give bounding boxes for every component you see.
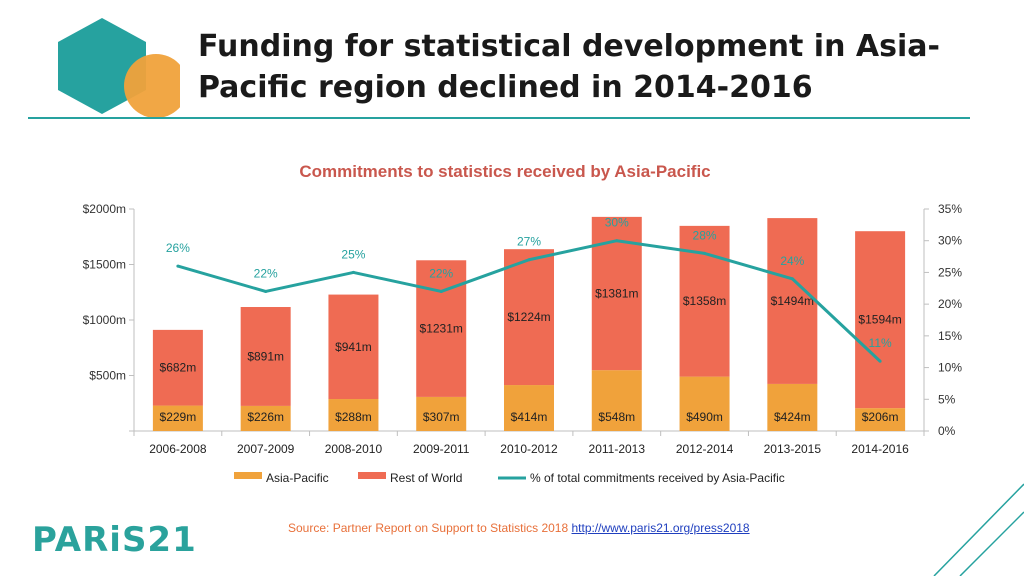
y2-tick-label: 15% [938, 329, 962, 343]
y-tick-label: $500m [89, 369, 126, 383]
data-label-rest-of-world: $1381m [595, 287, 638, 301]
data-label-asia-pacific: $226m [247, 410, 284, 424]
source-text: Source: Partner Report on Support to Sta… [288, 521, 569, 535]
data-label-rest-of-world: $1358m [683, 294, 726, 308]
source-link[interactable]: http://www.paris21.org/press2018 [571, 521, 750, 535]
legend-label-rest-of-world: Rest of World [390, 471, 462, 485]
title-divider [28, 117, 970, 119]
data-label-asia-pacific: $490m [686, 410, 723, 424]
y-tick-label: $2000m [83, 202, 126, 216]
line-point [703, 251, 707, 255]
data-label-asia-pacific: $307m [423, 410, 460, 424]
y2-tick-label: 25% [938, 265, 962, 279]
data-label-percent: 22% [429, 266, 453, 280]
data-label-rest-of-world: $682m [160, 361, 197, 375]
bar-asia-pacific [767, 383, 818, 431]
line-point [615, 239, 619, 243]
bar-rest-of-world [416, 260, 467, 397]
corner-line [959, 511, 1024, 576]
bar-asia-pacific [591, 370, 642, 431]
data-label-percent: 24% [780, 254, 804, 268]
data-label-percent: 22% [254, 266, 278, 280]
corner-line [933, 483, 1024, 576]
bar-rest-of-world [152, 329, 203, 406]
x-tick-label: 2012-2014 [676, 442, 734, 456]
data-label-asia-pacific: $288m [335, 410, 372, 424]
line-point [878, 359, 882, 363]
corner-decoration [933, 483, 1024, 576]
line-point [264, 289, 268, 293]
source-note: Source: Partner Report on Support to Sta… [288, 521, 750, 535]
hexagon-logo-icon [58, 18, 180, 118]
x-tick-label: 2013-2015 [764, 442, 822, 456]
orange-circle [124, 54, 180, 118]
bar-rest-of-world [767, 218, 818, 384]
line-point [176, 264, 180, 268]
x-tick-label: 2009-2011 [413, 442, 470, 456]
legend-swatch-rest-of-world [358, 472, 386, 479]
bar-rest-of-world [504, 249, 554, 386]
bar-rest-of-world [328, 294, 379, 400]
bar-asia-pacific [416, 396, 467, 431]
x-tick-label: 2008-2010 [325, 442, 383, 456]
commitments-chart: Commitments to statistics received by As… [83, 162, 963, 485]
bar-asia-pacific [240, 405, 291, 431]
bar-rest-of-world [240, 307, 291, 406]
y2-tick-label: 10% [938, 361, 962, 375]
bar-asia-pacific [328, 399, 379, 431]
teal-hexagon [58, 18, 146, 114]
data-label-percent: 25% [341, 247, 365, 261]
line-point [790, 277, 794, 281]
line-point [351, 270, 355, 274]
x-tick-label: 2014-2016 [851, 442, 909, 456]
bar-asia-pacific [504, 385, 554, 431]
x-tick-label: 2010-2012 [500, 442, 558, 456]
data-label-percent: 11% [869, 336, 892, 350]
y-tick-label: $1500m [83, 258, 126, 272]
data-label-rest-of-world: $1594m [858, 313, 901, 327]
data-label-rest-of-world: $1231m [420, 322, 463, 336]
data-label-percent: 27% [517, 235, 541, 249]
x-tick-label: 2006-2008 [149, 442, 207, 456]
y2-tick-label: 0% [938, 424, 956, 438]
line-point [527, 258, 531, 262]
bar-asia-pacific [855, 408, 906, 431]
y2-tick-label: 35% [938, 202, 962, 216]
data-label-rest-of-world: $1224m [507, 310, 550, 324]
y2-tick-label: 5% [938, 392, 956, 406]
y2-tick-label: 20% [938, 297, 962, 311]
y2-tick-label: 30% [938, 234, 962, 248]
legend-swatch-asia-pacific [234, 472, 262, 479]
paris21-logo: PARiS21 [32, 520, 197, 560]
data-label-rest-of-world: $1494m [771, 294, 814, 308]
data-label-rest-of-world: $941m [335, 340, 372, 354]
x-tick-label: 2011-2013 [589, 442, 646, 456]
line-point [439, 289, 443, 293]
bar-asia-pacific [152, 405, 203, 431]
data-label-asia-pacific: $424m [774, 410, 811, 424]
data-label-percent: 26% [166, 241, 190, 255]
data-label-asia-pacific: $229m [160, 410, 197, 424]
bar-asia-pacific [679, 376, 730, 431]
data-label-asia-pacific: $548m [598, 410, 635, 424]
data-label-percent: 30% [605, 216, 629, 230]
bar-rest-of-world [855, 231, 906, 409]
legend-label-percent: % of total commitments received by Asia-… [530, 471, 785, 485]
y-tick-label: $1000m [83, 313, 126, 327]
page-title: Funding for statistical development in A… [198, 29, 940, 105]
data-label-asia-pacific: $206m [862, 410, 899, 424]
data-label-rest-of-world: $891m [247, 349, 284, 363]
data-label-asia-pacific: $414m [511, 410, 548, 424]
chart-title: Commitments to statistics received by As… [299, 162, 710, 181]
legend-label-asia-pacific: Asia-Pacific [266, 471, 329, 485]
data-label-percent: 28% [693, 228, 717, 242]
x-tick-label: 2007-2009 [237, 442, 295, 456]
